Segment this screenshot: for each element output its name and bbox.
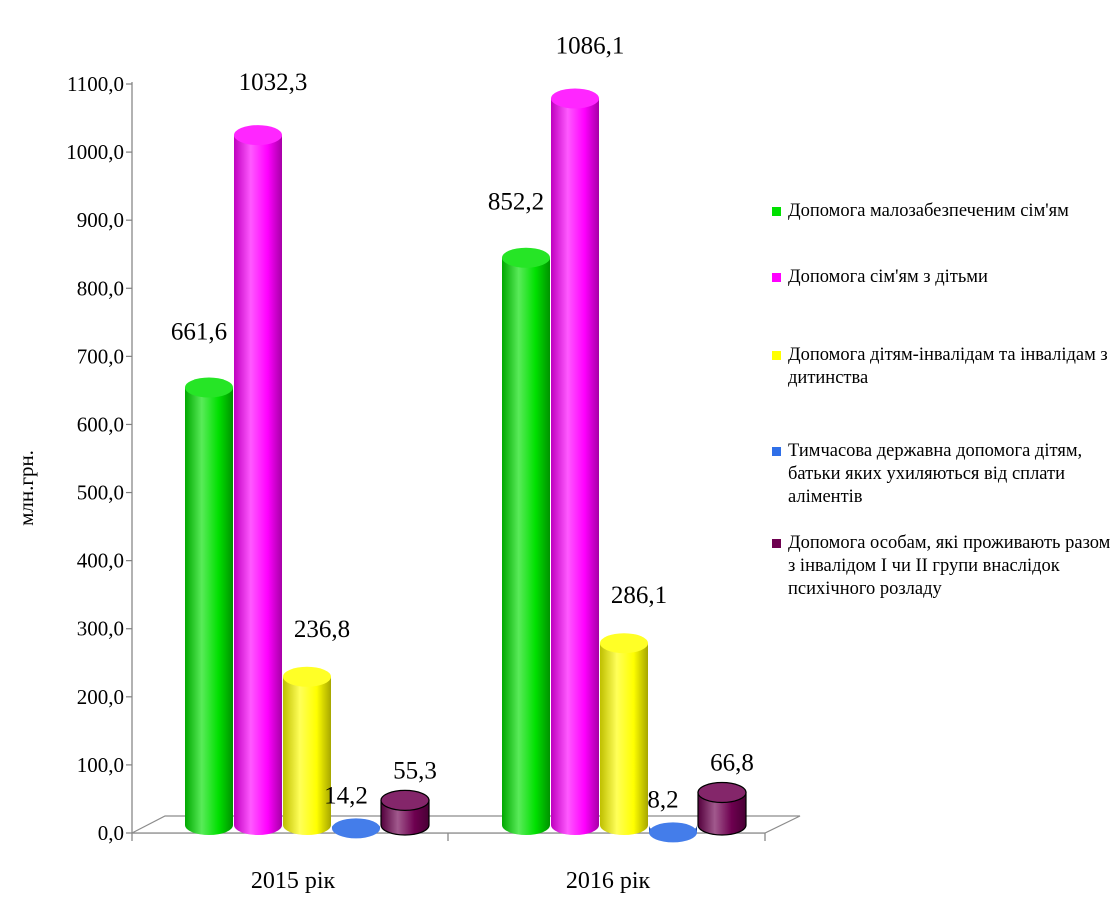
bar-body	[600, 643, 648, 835]
bar-body	[185, 387, 233, 835]
bar-cap	[332, 818, 380, 839]
legend-item: Допомога дітям-інвалідам та інвалідам з …	[772, 344, 1117, 390]
legend-label: Допомога сім'ям з дітьми	[788, 267, 988, 287]
bar	[283, 666, 331, 835]
data-label: 8,2	[647, 786, 678, 813]
legend-swatch	[772, 273, 781, 282]
bar	[502, 247, 550, 836]
data-label: 1032,3	[239, 69, 308, 96]
y-tick-label: 300,0	[77, 617, 124, 641]
legend-label: Допомога малозабезпеченим сім'ям	[788, 201, 1069, 221]
legend-label: Допомога дітям-інвалідам та інвалідам з …	[788, 345, 1108, 388]
data-label: 661,6	[171, 319, 227, 346]
bar-cap	[551, 88, 599, 109]
bar-cap	[234, 125, 282, 146]
data-label: 55,3	[393, 757, 437, 784]
data-label: 66,8	[710, 750, 754, 777]
category-label: 2015 рік	[251, 868, 336, 894]
data-label: 236,8	[294, 616, 350, 643]
legend-item: Допомога особам, які проживають разом з …	[772, 532, 1117, 601]
legend-swatch	[772, 207, 781, 216]
bar-body	[234, 135, 282, 836]
y-axis-label: млн.грн.	[14, 450, 38, 526]
legend-item: Тимчасова державна допомога дітям, батьк…	[772, 440, 1117, 509]
bar-cap	[697, 781, 747, 804]
legend-swatch	[772, 539, 781, 548]
bar-body	[283, 676, 331, 835]
y-tick-label: 800,0	[77, 276, 124, 300]
data-label: 14,2	[324, 782, 368, 809]
y-tick-label: 0,0	[98, 821, 124, 845]
bar-body	[502, 257, 550, 836]
bar-cap	[649, 822, 697, 843]
bar	[380, 789, 430, 836]
y-tick-label: 900,0	[77, 208, 124, 232]
bar	[234, 125, 282, 836]
bar	[332, 818, 380, 839]
legend-item: Допомога малозабезпеченим сім'ям	[772, 200, 1117, 223]
bar-cap	[502, 247, 550, 268]
category-label: 2016 рік	[566, 868, 651, 894]
y-tick-label: 700,0	[77, 344, 124, 368]
bar	[551, 88, 599, 835]
bar-cap	[283, 666, 331, 687]
bar-cap	[380, 789, 430, 811]
y-tick-label: 400,0	[77, 549, 124, 573]
bar-cap	[185, 377, 233, 398]
data-label: 852,2	[488, 189, 544, 216]
y-tick-label: 1100,0	[67, 72, 124, 96]
legend-label: Допомога особам, які проживають разом з …	[788, 533, 1111, 599]
data-label: 286,1	[611, 582, 667, 609]
y-tick-label: 1000,0	[66, 140, 124, 164]
bar	[649, 822, 697, 843]
y-tick-label: 600,0	[77, 412, 124, 436]
bar	[697, 781, 747, 836]
bar-body	[551, 98, 599, 835]
bar-body	[697, 791, 747, 836]
y-tick-label: 500,0	[77, 481, 124, 505]
legend: Допомога малозабезпеченим сім'ям Допомога…	[772, 200, 1117, 601]
bar-cap	[600, 633, 648, 654]
bar	[185, 377, 233, 835]
data-label: 1086,1	[556, 32, 625, 59]
legend-swatch	[772, 447, 781, 456]
y-tick-label: 100,0	[77, 753, 124, 777]
y-tick-label: 200,0	[77, 685, 124, 709]
legend-swatch	[772, 351, 781, 360]
legend-label: Тимчасова державна допомога дітям, батьк…	[788, 441, 1083, 507]
legend-item: Допомога сім'ям з дітьми	[772, 266, 1117, 289]
bar	[600, 633, 648, 835]
